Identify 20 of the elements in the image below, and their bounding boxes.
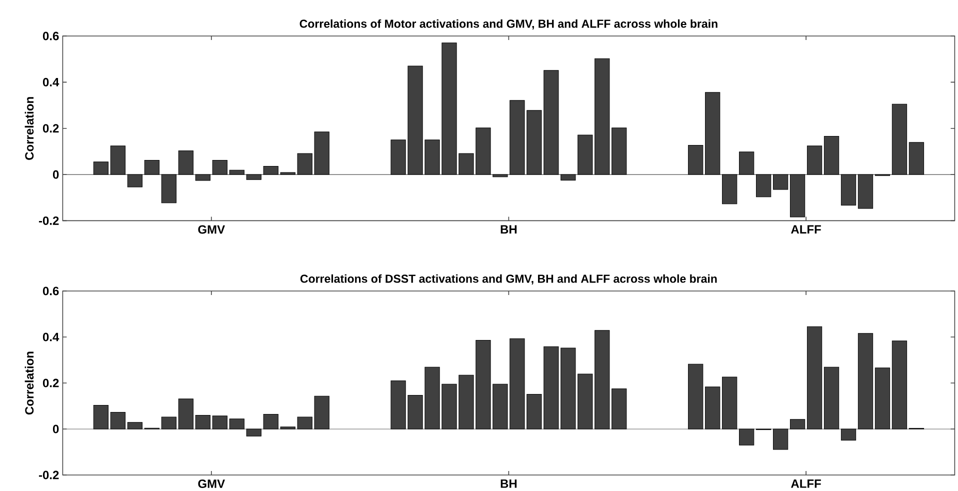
chart-title: Correlations of DSST activations and GMV, BH and ALFF across whole brain [300, 274, 717, 284]
x-tick-label: ALFF [791, 225, 821, 234]
y-tick-label: 0.6 [42, 32, 59, 40]
y-tick-label: -0.2 [38, 216, 59, 225]
x-tick-label: BH [500, 225, 517, 234]
y-axis-title: Correlation [24, 352, 34, 415]
y-tick-label: 0.2 [42, 378, 59, 388]
x-tick-label: GMV [198, 480, 225, 488]
x-tick-label: ALFF [791, 480, 821, 488]
y-tick-label: 0 [52, 170, 59, 179]
y-tick-label: 0 [52, 424, 59, 434]
y-tick-label: 0.4 [42, 78, 60, 86]
x-tick-label: BH [500, 480, 517, 488]
x-tick-label: GMV [198, 225, 225, 234]
y-tick-label: 0.4 [42, 332, 60, 342]
y-tick-label: 0.2 [42, 124, 59, 133]
y-axis-title: Correlation [24, 97, 34, 160]
y-tick-label: -0.2 [38, 470, 59, 480]
y-tick-label: 0.6 [42, 286, 59, 296]
chart-title: Correlations of Motor activations and GMV, BH and ALFF across whole brain [300, 19, 718, 30]
